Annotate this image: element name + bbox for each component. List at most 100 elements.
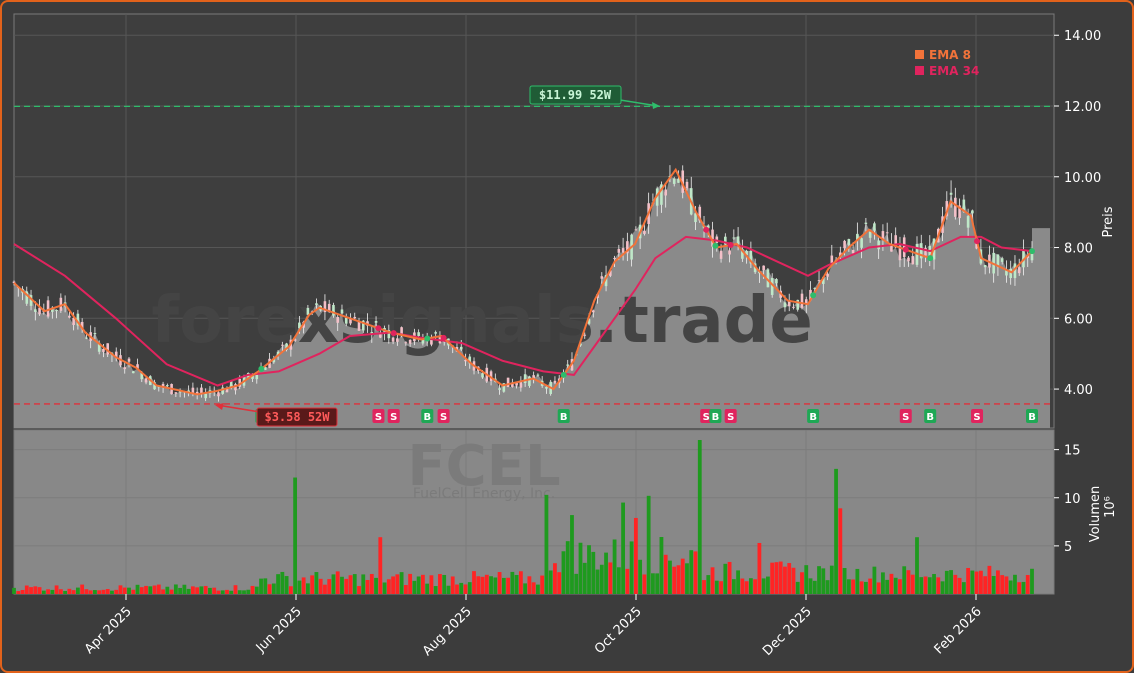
candle-body — [860, 238, 863, 248]
candle-body — [583, 334, 587, 336]
volume-bar — [391, 576, 395, 594]
candle-body — [255, 374, 259, 380]
candle-body — [430, 337, 433, 345]
candle-body — [293, 339, 297, 341]
price-tick-label: 6.00 — [1064, 312, 1093, 327]
candle-body — [481, 373, 484, 378]
candle-body — [340, 309, 344, 314]
candle-body — [489, 371, 493, 382]
volume-axis-label: Volumen — [1088, 486, 1103, 543]
volume-bar — [190, 586, 195, 594]
time-tick-label: Apr 2025 — [82, 604, 135, 657]
volume-bar — [663, 554, 668, 594]
volume-bar — [301, 577, 306, 594]
volume-bar — [33, 586, 38, 594]
candle-body — [59, 297, 63, 311]
volume-bar — [395, 574, 400, 594]
high-52w-box — [529, 85, 622, 105]
candle-body — [434, 332, 437, 334]
candle-body — [792, 306, 795, 308]
candle-body — [741, 249, 744, 259]
volume-bar — [527, 576, 532, 594]
volume-bar — [574, 573, 579, 594]
volume-bar — [114, 589, 119, 594]
volume-bar — [872, 566, 877, 594]
candle-body — [775, 279, 778, 284]
candle-body — [724, 236, 727, 245]
volume-bar — [110, 590, 114, 594]
candle-body — [200, 387, 203, 394]
volume-bar — [923, 576, 928, 594]
candle-body — [396, 338, 399, 342]
volume-bar — [421, 574, 425, 594]
price-axis-label: Preis — [1101, 206, 1116, 237]
volume-bar — [259, 578, 263, 594]
candle-body — [532, 375, 535, 379]
volume-bar — [910, 574, 915, 594]
volume-bar — [957, 577, 962, 594]
candle-body — [515, 382, 518, 386]
candle-body — [327, 303, 331, 313]
signal-marker — [557, 409, 570, 423]
volume-bar — [591, 551, 596, 594]
candle-body — [519, 380, 523, 388]
candle-body — [736, 236, 740, 246]
volume-bar — [881, 572, 885, 594]
candle-body — [996, 254, 1000, 267]
signal-marker — [899, 409, 912, 423]
price-tick-label: 10.00 — [1064, 171, 1101, 186]
volume-bar — [727, 561, 732, 594]
volume-bar — [20, 589, 25, 594]
volume-bar — [510, 571, 515, 594]
candle-body — [106, 343, 110, 355]
candle-body — [344, 317, 348, 324]
volume-bar — [672, 566, 677, 594]
candle-body — [408, 339, 412, 344]
candle-body — [528, 376, 531, 386]
candle-body — [643, 230, 646, 234]
volume-bar — [497, 572, 502, 594]
volume-bar — [386, 579, 391, 594]
volume-bar — [846, 579, 851, 594]
signal-dot — [375, 325, 382, 332]
candle-body — [191, 387, 195, 394]
candle-body — [38, 307, 41, 315]
candle-body — [545, 386, 548, 389]
volume-bar — [161, 589, 165, 594]
volume-axis: 5 10 15 — [1054, 444, 1081, 555]
volume-bar — [438, 574, 442, 594]
candle-body — [234, 384, 237, 391]
volume-bar — [54, 585, 59, 594]
volume-bar — [770, 562, 775, 594]
volume-bar — [220, 590, 225, 594]
volume-bar — [152, 585, 157, 594]
volume-bar — [808, 578, 813, 594]
candle-body — [68, 315, 71, 318]
signal-dot — [560, 371, 567, 378]
candle-body — [131, 371, 135, 374]
candle-body — [566, 364, 570, 366]
candle-body — [804, 299, 808, 305]
volume-bar — [821, 568, 826, 594]
volume-bar — [629, 541, 634, 594]
company-watermark: FuelCell Energy, Inc. — [413, 486, 555, 502]
candle-body — [12, 281, 16, 284]
candle-body — [511, 382, 514, 387]
candle-body — [851, 250, 855, 254]
signal-marker — [724, 409, 737, 423]
candle-body — [898, 245, 902, 261]
candle-body — [400, 327, 403, 335]
volume-bar — [50, 589, 55, 594]
candle-body — [672, 178, 676, 184]
volume-bar — [24, 585, 29, 594]
volume-tick-label: 10 — [1064, 492, 1081, 507]
volume-bar — [791, 567, 796, 594]
volume-bar — [1013, 574, 1017, 594]
volume-bar — [604, 552, 608, 594]
volume-bar — [472, 571, 476, 594]
candle-body — [1013, 263, 1017, 279]
signal-marker — [709, 409, 722, 423]
low-arrow — [216, 404, 261, 413]
volume-bar — [710, 567, 715, 594]
